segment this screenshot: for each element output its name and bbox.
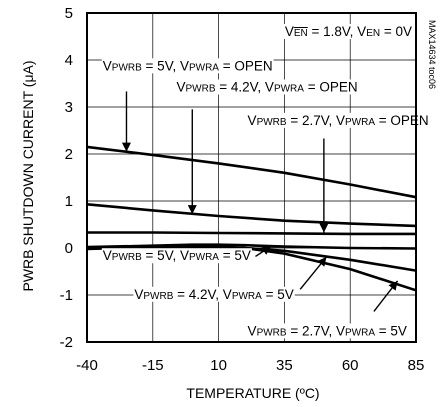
series-line-3 [87,233,416,234]
x-tick-label: 35 [276,357,293,374]
x-tick-label: -40 [76,357,98,374]
x-axis-title: TEMPERATURE (ºC) [186,385,319,401]
y-tick-label: 1 [65,193,73,210]
y-tick-label: 2 [65,146,73,163]
y-tick-label: 4 [65,52,73,69]
x-tick-label: 10 [210,357,227,374]
arrow-to-series-5 [300,257,326,289]
y-tick-label: -2 [60,334,73,351]
x-tick-label: 60 [342,357,359,374]
y-tick-label: -1 [60,287,73,304]
figure-id: MAX14634 toc06 [427,20,437,89]
series-lines [87,147,416,290]
y-axis-title: PWRB SHUTDOWN CURRENT (μA) [20,60,36,291]
series-line-1 [87,147,416,197]
arrow-to-series-6 [374,281,398,312]
series-line-2 [87,204,416,226]
y-tick-label: 0 [65,240,73,257]
x-tick-label: 85 [408,357,425,374]
y-tick-label: 3 [65,99,73,116]
test-conditions: VEN = 1.8V, VEN = 0V [283,24,413,39]
x-tick-label: -15 [142,357,164,374]
y-tick-label: 5 [65,5,73,22]
